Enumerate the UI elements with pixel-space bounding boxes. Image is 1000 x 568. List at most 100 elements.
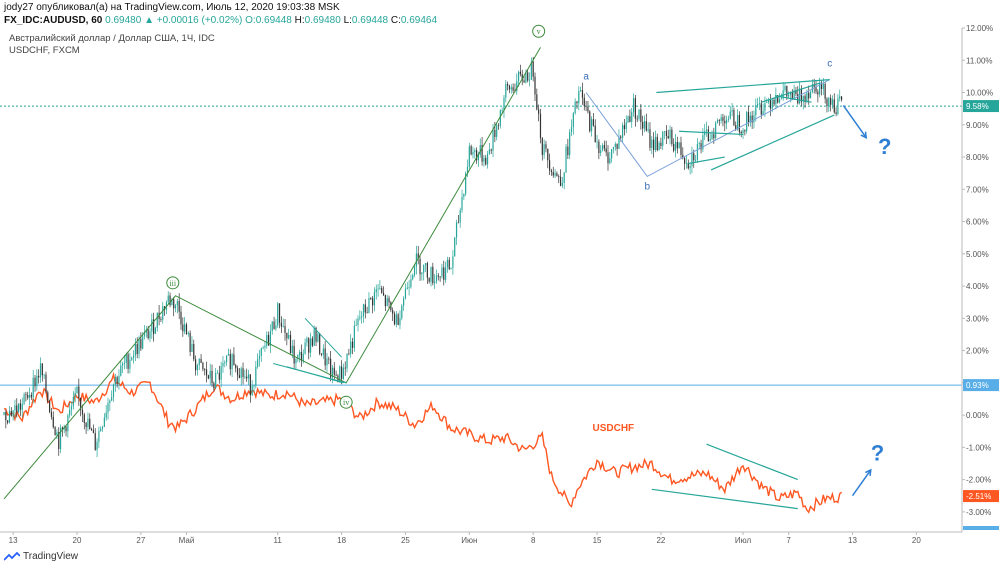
candle-body [372,298,374,306]
candle-body [27,394,29,398]
candle-body [839,96,841,99]
candle-body [694,159,697,161]
candle-body [178,301,180,312]
candle-body [132,355,135,358]
candle-body [328,358,330,360]
candle-body [627,116,629,123]
candle-body [636,118,638,120]
candle-body [359,317,361,319]
x-tick-label: 25 [401,536,410,545]
candle-body [136,344,138,355]
candle-body [736,115,739,130]
candle-body [220,366,222,380]
candle-body [3,412,5,416]
y-tick-label: 5.00% [966,250,989,259]
candle-body [653,139,655,151]
candle-body [649,129,651,148]
brand-name: TradingView [23,551,79,562]
candle-body [789,92,792,95]
abc-correction-line [585,79,830,178]
candle-body [826,98,828,107]
candle-body [828,97,830,107]
candle-body [621,125,624,138]
candle-body [837,98,839,114]
candle-body [742,130,744,134]
candle-body [282,326,284,327]
candle-body [127,354,129,369]
main-series-legend[interactable]: Австралийский доллар / Доллар США, 1Ч, I… [9,33,215,44]
candle-body [709,139,711,142]
candle-body [541,138,543,155]
candle-body [419,258,421,275]
candle-body [253,385,255,387]
compare-series-legend[interactable]: USDCHF, FXCM [9,45,80,56]
tradingview-logo-icon [4,551,20,561]
candle-body [392,310,394,314]
candle-body [516,81,518,92]
candle-body [687,163,689,169]
candle-body [311,338,313,346]
candle-body [375,289,377,293]
candle-body [227,353,230,356]
candle-body [335,374,337,376]
abc-label: b [644,181,650,192]
candle-body [570,127,573,132]
candle-body [609,158,611,164]
candle-body [120,365,122,376]
candle-body [667,135,669,139]
candle-body [470,146,472,155]
y-tick-label: 11.00% [966,56,993,65]
x-tick-label: 27 [136,536,145,545]
candle-body [205,369,208,376]
trend-line [651,488,798,510]
tradingview-brand[interactable]: TradingView [4,551,78,562]
candle-body [760,103,762,115]
symbol-name: FX_IDC:AUDUSD, 60 [4,15,103,26]
candle-body [213,383,215,389]
candle-body [404,288,407,299]
candle-body [339,366,341,383]
candle-body [184,324,186,332]
candle-body [700,143,702,150]
candle-body [346,353,348,369]
candle-body [767,100,770,103]
symbol-quote-line: FX_IDC:AUDUSD, 60 0.69480 ▲ +0.00016 (+0… [4,15,437,26]
wave-label-circle [532,24,546,38]
candle-body [691,153,693,167]
candle-body [559,176,562,186]
candle-body [304,342,306,354]
candle-body [815,86,817,92]
y-tick-label: 10.00% [966,89,993,98]
candle-body [727,118,730,120]
candle-body [477,154,480,161]
candle-body [715,123,717,139]
candle-body [751,115,753,123]
candle-body [143,332,146,337]
candle-body [757,104,759,106]
candle-body [226,355,228,363]
candle-body [468,146,470,167]
price-label: -2.51% [966,492,991,501]
candle-body [523,80,525,83]
candle-body [288,334,290,339]
candle-body [605,148,607,153]
candle-body [322,348,324,355]
candle-body [647,129,649,131]
candle-body [14,405,16,411]
candle-body [182,324,184,332]
y-tick-label: 6.00% [966,218,989,227]
candle-body [89,418,91,429]
candle-body [36,375,38,387]
candle-body [251,386,253,396]
candle-body [247,374,250,379]
candle-body [486,153,489,165]
candle-body [271,321,273,331]
candle-body [191,344,193,352]
candle-body [196,365,199,371]
y-tick-label: 9.00% [966,121,989,130]
candle-body [388,298,390,303]
candle-body [735,125,737,130]
candle-body [705,129,708,132]
reference-lines [0,105,962,386]
